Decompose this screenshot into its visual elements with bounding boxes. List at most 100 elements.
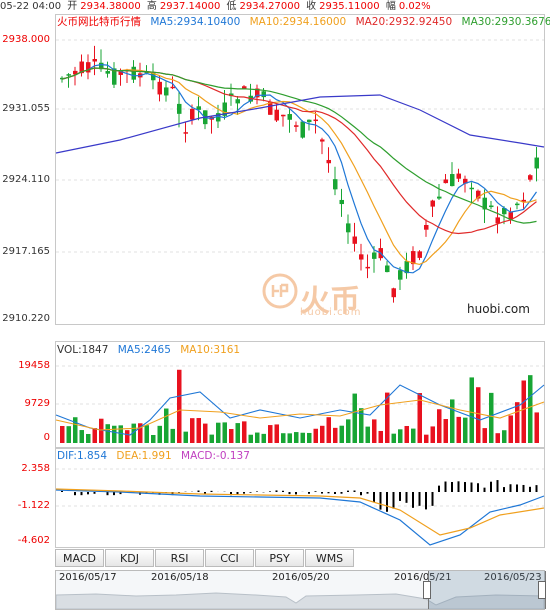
tab-rsi[interactable]: RSI — [155, 549, 204, 567]
volume-bar — [456, 416, 461, 443]
volume-bar — [196, 418, 201, 443]
info-high-value: 2937.14000 — [159, 1, 221, 12]
macd-histogram-bar — [516, 484, 518, 492]
price-chart-panel[interactable] — [55, 14, 545, 325]
volume-bar — [216, 422, 221, 443]
candle-body — [66, 74, 71, 76]
dif-line — [55, 489, 545, 546]
candle-body — [73, 70, 78, 75]
candle-body — [157, 81, 162, 95]
info-open-label: 开 — [67, 1, 78, 12]
volume-bar — [222, 422, 227, 443]
candle-body — [235, 99, 240, 104]
nav-date-3: 2016/05/21 — [394, 572, 452, 583]
volume-bar — [437, 409, 442, 443]
tab-wms[interactable]: WMS — [305, 549, 354, 567]
candle-body — [118, 70, 123, 75]
candle-body — [346, 223, 351, 233]
navigator-selection[interactable] — [428, 571, 546, 609]
macd-histogram-bar — [321, 492, 323, 494]
candle-body — [294, 125, 299, 127]
volume-axis-label-2: 0 — [43, 432, 50, 443]
volume-bar — [203, 423, 208, 443]
macd-histogram-bar — [529, 486, 531, 492]
candle-body — [450, 174, 455, 187]
volume-bar — [170, 428, 175, 443]
tab-psy[interactable]: PSY — [255, 549, 304, 567]
macd-histogram-bar — [334, 492, 336, 495]
macd-histogram-bar — [425, 492, 427, 510]
price-axis-label-0: 2938.000 — [2, 34, 50, 45]
candle-body — [320, 139, 325, 142]
candle-body — [255, 88, 260, 98]
tab-cci[interactable]: CCI — [205, 549, 254, 567]
macd-panel[interactable] — [55, 448, 545, 548]
macd-histogram-bar — [347, 490, 349, 492]
volume-bar — [378, 430, 383, 443]
candle-body — [339, 199, 344, 205]
candle-body — [151, 72, 156, 81]
volume-bar — [476, 387, 481, 443]
candle-body — [398, 270, 403, 280]
macd-histogram-bar — [457, 481, 460, 492]
volume-bar — [255, 432, 260, 443]
macd-histogram-bar — [61, 490, 63, 492]
nav-date-0: 2016/05/17 — [59, 572, 117, 583]
volume-bar — [417, 393, 422, 443]
volume-bar — [528, 375, 533, 443]
candle-body — [489, 205, 494, 208]
volume-bar — [229, 429, 234, 443]
info-low-value: 2934.27000 — [239, 1, 300, 12]
price-axis-label-1: 2931.055 — [2, 103, 50, 114]
volume-bar — [333, 427, 338, 443]
watermark-url: huobi.com — [300, 307, 362, 318]
macd-histogram-bar — [464, 482, 466, 492]
legend-ma20: MA20:2932.92450 — [355, 16, 453, 28]
price-legend: 火币网比特币行情 MA5:2934.10400 MA10:2934.16000 … — [57, 15, 550, 29]
volume-panel[interactable] — [55, 341, 545, 448]
ma20-line — [61, 67, 537, 235]
volume-bar — [313, 428, 318, 443]
macd-histogram-bar — [256, 491, 258, 492]
macd-histogram-bar — [360, 492, 362, 496]
time-navigator[interactable]: 2016/05/17 2016/05/18 2016/05/20 2016/05… — [55, 570, 546, 610]
macd-histogram-bar — [243, 492, 245, 494]
candle-body — [287, 114, 292, 120]
macd-histogram-bar — [496, 480, 499, 492]
macd-histogram-bar — [373, 492, 375, 503]
candle-body — [183, 132, 188, 134]
volume-bar — [177, 369, 182, 443]
candle-body — [391, 288, 396, 298]
volume-bar — [365, 426, 370, 443]
ohlc-info-bar: 05-22 04:00 开 2934.38000 高 2937.14000 低 293… — [0, 0, 550, 14]
tab-kdj[interactable]: KDJ — [105, 549, 154, 567]
tab-macd[interactable]: MACD — [55, 549, 104, 567]
macd-histogram-bar — [509, 484, 512, 492]
volume-bar — [261, 433, 266, 443]
macd-histogram-bar — [308, 492, 310, 494]
candle-body — [313, 119, 318, 122]
macd-histogram-bar — [418, 492, 421, 506]
macd-histogram-bar — [438, 485, 440, 492]
candle-body — [463, 178, 468, 184]
volume-ma10-line — [55, 399, 545, 431]
volume-bar — [398, 429, 403, 443]
volume-bar — [268, 425, 273, 443]
macd-histogram-bar — [249, 492, 252, 493]
navigator-left-handle[interactable] — [423, 581, 431, 599]
volume-bar — [99, 418, 104, 443]
volume-bar — [502, 430, 507, 443]
ma10-line — [61, 67, 537, 266]
volume-bar — [391, 433, 396, 443]
info-change-label: 幅 — [385, 1, 396, 12]
candle-body — [469, 187, 474, 190]
macd-histogram-bar — [197, 490, 200, 492]
candle-body — [274, 109, 279, 121]
macd-histogram-bar — [106, 492, 109, 496]
macd-histogram-bar — [392, 492, 395, 509]
volume-bar — [430, 426, 435, 443]
volume-bar — [515, 402, 520, 443]
macd-axis-label-0: 2.358 — [21, 463, 50, 474]
navigator-right-handle[interactable] — [538, 581, 546, 599]
candle-body — [476, 190, 481, 199]
